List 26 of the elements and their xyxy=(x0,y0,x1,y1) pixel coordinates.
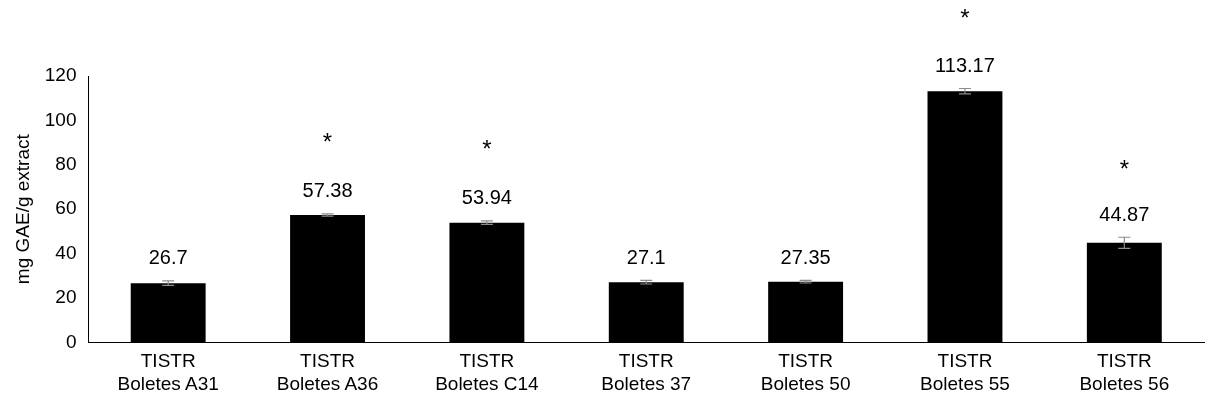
y-tick-label: 80 xyxy=(55,153,77,175)
y-axis-title: mg GAE/g extract xyxy=(11,133,33,285)
x-tick-label: TISTR Boletes C14 xyxy=(435,350,540,394)
data-label: 27.1 xyxy=(626,245,666,268)
annotation: * xyxy=(960,3,970,31)
x-tick-label: TISTR Boletes A31 xyxy=(117,350,219,394)
annotation: * xyxy=(1119,155,1129,183)
annotation: * xyxy=(322,127,333,155)
y-tick-label: 120 xyxy=(44,64,77,86)
x-tick-label: TISTR Boletes 37 xyxy=(601,350,692,394)
y-tick-label: 60 xyxy=(55,197,77,219)
x-tick-label: TISTR Boletes 50 xyxy=(760,350,851,394)
x-tick-label: TISTR Boletes 55 xyxy=(920,350,1010,394)
y-tick-label: 20 xyxy=(55,286,77,308)
x-tick-label: TISTR Boletes A36 xyxy=(276,350,379,394)
annotation: * xyxy=(482,135,492,163)
data-label: 53.94 xyxy=(461,186,512,209)
y-tick-label: 0 xyxy=(65,330,77,352)
x-tick-label: TISTR Boletes 56 xyxy=(1079,350,1170,394)
data-label: 26.7 xyxy=(148,246,188,269)
y-tick-label: 100 xyxy=(44,108,77,130)
y-tick-label: 40 xyxy=(55,241,77,263)
data-label: 57.38 xyxy=(302,179,353,202)
data-label: 27.35 xyxy=(780,245,831,268)
data-label: 44.87 xyxy=(1099,202,1150,225)
data-label: 113.17 xyxy=(935,54,995,77)
